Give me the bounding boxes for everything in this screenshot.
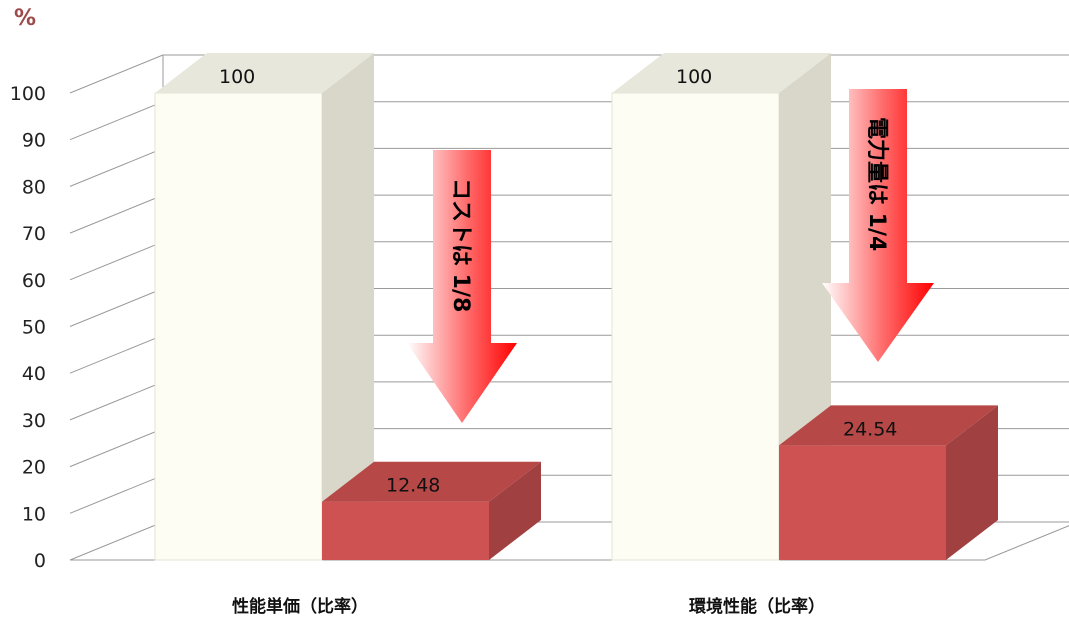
- y-tick-label: 20: [22, 457, 46, 479]
- data-label: 12.48: [386, 475, 440, 497]
- bar-side: [946, 405, 998, 560]
- annotation-arrow-1: [407, 150, 517, 423]
- y-tick-label: 50: [22, 317, 46, 339]
- data-label: 100: [219, 66, 255, 88]
- bar-front: [779, 445, 946, 560]
- data-label: 100: [676, 66, 712, 88]
- gridline-diagonal: [69, 101, 164, 141]
- annotation-arrow-2: [822, 89, 934, 362]
- x-category-label: 環境性能（比率）: [689, 596, 825, 617]
- y-tick-label: 10: [22, 503, 46, 525]
- y-tick-label: 40: [22, 363, 46, 385]
- x-category-label: 性能単価（比率）: [232, 596, 368, 617]
- gridline-diagonal: [69, 54, 164, 94]
- bar-top: [322, 461, 541, 502]
- gridline-diagonal: [69, 288, 164, 327]
- gridline-diagonal: [69, 241, 164, 281]
- y-tick-label: 70: [22, 223, 46, 245]
- gridline-diagonal: [69, 381, 164, 421]
- gridline-diagonal: [69, 428, 164, 468]
- gridline-diagonal: [69, 334, 164, 374]
- bar-top: [612, 53, 831, 93]
- y-tick-label: 80: [22, 176, 46, 198]
- bar-side: [322, 53, 374, 560]
- down-arrow-shape: [407, 150, 517, 423]
- y-tick-label: 30: [22, 410, 46, 432]
- bar-top: [779, 405, 998, 446]
- data-label: 24.54: [843, 418, 897, 440]
- bar-front: [611, 92, 780, 561]
- gridline-diagonal: [69, 147, 164, 187]
- y-tick-label: 100: [10, 83, 46, 105]
- gridline-diagonal: [69, 194, 164, 234]
- y-tick-label: 60: [22, 270, 46, 292]
- annotation-text: コストは 1/8: [448, 178, 473, 312]
- bar-1-1: [154, 53, 374, 561]
- annotation-text: 電力量は 1/4: [864, 117, 889, 251]
- bar-2-2: [779, 405, 998, 560]
- bar-1-2: [611, 53, 831, 561]
- bar-2-1: [322, 461, 541, 560]
- y-tick-label: 90: [22, 130, 46, 152]
- bar-front: [154, 92, 323, 561]
- gridline-diagonal: [69, 474, 164, 514]
- bar-side: [489, 461, 541, 560]
- gridline-diagonal: [69, 521, 164, 561]
- y-unit-label: %: [14, 6, 37, 31]
- bar-top: [155, 53, 374, 93]
- y-tick-label: 0: [34, 550, 46, 572]
- down-arrow-shape: [822, 89, 934, 362]
- bar-front: [322, 501, 489, 560]
